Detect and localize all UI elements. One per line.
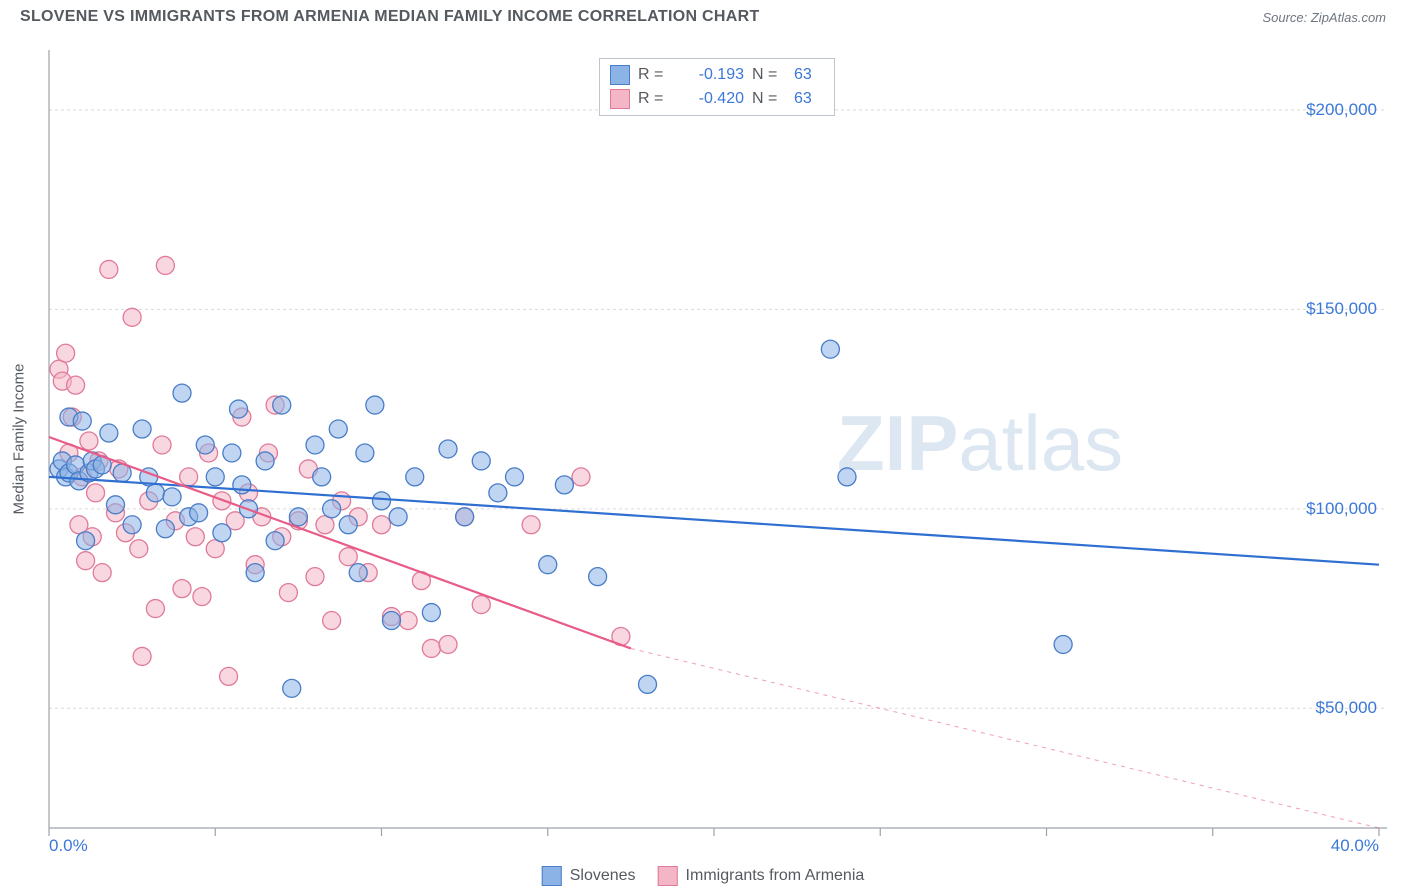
legend-item-slovenes: Slovenes <box>542 866 636 886</box>
stats-row-slovenes: R = -0.193 N = 63 <box>610 63 824 87</box>
scatter-plot-svg: ZIPatlas <box>47 50 1387 828</box>
r-value-slovenes: -0.193 <box>680 63 744 87</box>
r-label: R = <box>638 63 672 87</box>
legend-label-armenia: Immigrants from Armenia <box>686 867 865 885</box>
y-tick-label: $200,000 <box>1306 100 1377 120</box>
legend-item-armenia: Immigrants from Armenia <box>658 866 865 886</box>
swatch-armenia <box>610 89 630 109</box>
x-tick-label: 40.0% <box>1331 836 1379 856</box>
n-label: N = <box>752 63 786 87</box>
y-tick-label: $150,000 <box>1306 299 1377 319</box>
source-label: Source: ZipAtlas.com <box>1262 10 1386 25</box>
stats-legend: R = -0.193 N = 63 R = -0.420 N = 63 <box>599 58 835 116</box>
svg-text:ZIPatlas: ZIPatlas <box>837 399 1123 487</box>
y-tick-label: $50,000 <box>1316 698 1377 718</box>
swatch-armenia <box>658 866 678 886</box>
swatch-slovenes <box>542 866 562 886</box>
n-value-armenia: 63 <box>794 87 824 111</box>
r-label: R = <box>638 87 672 111</box>
legend-label-slovenes: Slovenes <box>570 867 636 885</box>
n-value-slovenes: 63 <box>794 63 824 87</box>
chart-area: Median Family Income ZIPatlas $50,000$10… <box>47 50 1387 828</box>
title-bar: SLOVENE VS IMMIGRANTS FROM ARMENIA MEDIA… <box>0 0 1406 32</box>
y-axis-label: Median Family Income <box>11 364 28 515</box>
x-tick-label: 0.0% <box>49 836 88 856</box>
swatch-slovenes <box>610 65 630 85</box>
n-label: N = <box>752 87 786 111</box>
r-value-armenia: -0.420 <box>680 87 744 111</box>
y-tick-label: $100,000 <box>1306 499 1377 519</box>
stats-row-armenia: R = -0.420 N = 63 <box>610 87 824 111</box>
chart-title: SLOVENE VS IMMIGRANTS FROM ARMENIA MEDIA… <box>20 8 760 26</box>
bottom-legend: Slovenes Immigrants from Armenia <box>542 866 865 886</box>
